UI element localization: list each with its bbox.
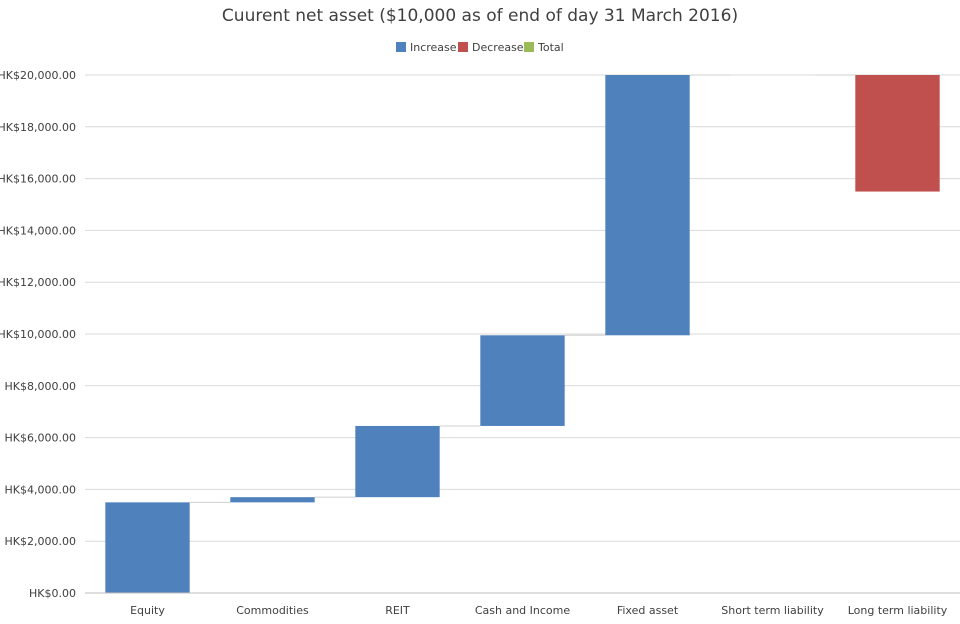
- y-tick-label: HK$10,000.00: [0, 328, 76, 341]
- x-category-label: REIT: [385, 604, 410, 617]
- legend-swatch-increase: [396, 42, 406, 52]
- x-category-label: Commodities: [236, 604, 309, 617]
- bar-reit: [355, 425, 440, 498]
- chart-title: Cuurent net asset ($10,000 as of end of …: [222, 6, 738, 26]
- x-category-label: Fixed asset: [617, 604, 679, 617]
- y-tick-label: HK$16,000.00: [0, 173, 76, 186]
- y-tick-label: HK$4,000.00: [5, 483, 76, 496]
- legend-label-total: Total: [537, 41, 564, 54]
- y-tick-label: HK$14,000.00: [0, 224, 76, 237]
- y-tick-label: HK$0.00: [29, 587, 76, 600]
- x-axis-categories: Equity Commodities REIT Cash and Income Fixe…: [130, 604, 948, 617]
- y-tick-label: HK$18,000.00: [0, 121, 76, 134]
- legend-swatch-decrease: [458, 42, 468, 52]
- gridlines: [85, 74, 960, 542]
- bar-long-term-liability: [855, 75, 940, 192]
- y-tick-label: HK$20,000.00: [0, 69, 76, 82]
- y-tick-label: HK$2,000.00: [5, 535, 76, 548]
- y-tick-label: HK$8,000.00: [5, 380, 76, 393]
- legend: Increase Decrease Total: [396, 41, 564, 54]
- x-category-label: Long term liability: [848, 604, 948, 617]
- legend-swatch-total: [524, 42, 534, 52]
- legend-label-decrease: Decrease: [472, 41, 524, 54]
- y-tick-label: HK$6,000.00: [5, 432, 76, 445]
- bar-fixed-asset: [605, 75, 690, 336]
- bar-commodities: [230, 497, 315, 503]
- bar-cash-and-income: [480, 335, 565, 426]
- x-category-label: Short term liability: [721, 604, 824, 617]
- legend-label-increase: Increase: [410, 41, 457, 54]
- x-category-label: Equity: [130, 604, 165, 617]
- y-tick-label: HK$12,000.00: [0, 276, 76, 289]
- bars: [105, 75, 940, 593]
- bar-equity: [105, 502, 190, 593]
- x-category-label: Cash and Income: [475, 604, 571, 617]
- y-axis-ticks: HK$0.00 HK$2,000.00 HK$4,000.00 HK$6,000.00…: [0, 69, 76, 600]
- connector-lines: [189, 74, 856, 503]
